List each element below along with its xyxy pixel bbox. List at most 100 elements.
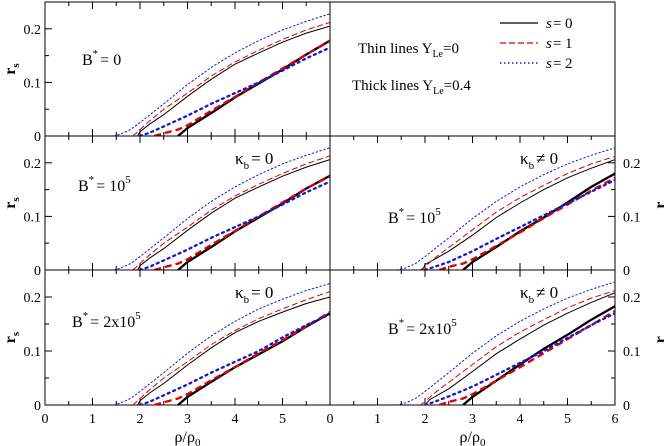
y-tick-label: 0.1	[24, 76, 42, 91]
series-line	[420, 290, 615, 405]
series-line	[177, 174, 330, 270]
x-axis-label: ρ/ρ0	[460, 429, 486, 446]
y-axis-label-base: r	[2, 68, 19, 75]
panel-b: 0 0.1 0.2 rs B* = 105 κb = 0	[2, 135, 331, 279]
field-sup: *	[399, 206, 405, 218]
x-tick-label: 5	[564, 412, 571, 427]
field-rest-sup: 5	[435, 206, 441, 218]
legend-eq: = 1	[553, 36, 573, 52]
x-axis-label-base: ρ/ρ	[460, 429, 480, 446]
y-axis-label-base: r	[652, 202, 664, 209]
field-base: B	[388, 210, 399, 227]
x-tick-label: 3	[184, 412, 191, 427]
series-line	[396, 147, 615, 270]
y-tick-label: 0	[34, 264, 41, 279]
kappa-sub: b	[244, 160, 250, 172]
field-base: B	[78, 178, 89, 195]
x-tick-label: 4	[517, 412, 524, 427]
field-rest: = 10	[96, 178, 125, 195]
kappa-rest: ≠ 0	[536, 149, 558, 168]
series-line	[138, 46, 330, 136]
field-rest: = 10	[406, 210, 435, 227]
note-thin-lines: Thin lines YLe=0	[358, 41, 459, 60]
series-line	[137, 296, 330, 405]
note-thick-sub: Le	[433, 86, 444, 97]
series-line	[137, 25, 330, 136]
field-rest: = 0	[100, 52, 121, 69]
series-line	[153, 175, 330, 270]
y-axis-label-sub: s	[660, 331, 664, 336]
series-line	[438, 310, 615, 405]
field-annotation: B* = 0	[82, 48, 121, 69]
y-axis-label-base: r	[2, 202, 19, 209]
kappa-rest: = 0	[251, 149, 273, 168]
note-thin-suffix: =0	[443, 41, 459, 57]
series-line	[153, 311, 330, 405]
field-rest-sup: 5	[135, 310, 141, 322]
y-tick-label: 0.1	[623, 345, 641, 360]
y-tick-label: 0.2	[623, 291, 641, 306]
legend-label: s= 1	[546, 36, 573, 52]
series-line	[423, 312, 615, 405]
x-tick-label: 2	[422, 412, 429, 427]
kappa-sub: b	[529, 160, 535, 172]
note-thin-prefix: Thin lines Y	[358, 41, 433, 57]
legend-eq: = 2	[553, 56, 573, 72]
field-annotation: B* = 2x105	[388, 317, 457, 338]
y-axis-label-sub: s	[10, 63, 22, 68]
series-line	[420, 155, 615, 270]
y-tick-label: 0.2	[24, 291, 42, 306]
kappa-rest: = 0	[251, 283, 273, 302]
legend-eq: = 0	[553, 16, 573, 32]
x-tick-label: 2	[137, 412, 144, 427]
field-annotation: B* = 105	[78, 174, 131, 195]
series-line	[153, 40, 330, 136]
field-rest-sup: 5	[125, 174, 131, 186]
x-tick-label: 1	[89, 412, 96, 427]
legend-var: s	[546, 56, 552, 72]
kappa-base: κ	[235, 149, 244, 168]
series-line	[113, 283, 330, 405]
series-line	[138, 313, 330, 405]
note-thick-suffix: =0.4	[444, 78, 472, 94]
field-rest-sup: 5	[451, 317, 457, 329]
legend-var: s	[546, 36, 552, 52]
series-line	[424, 292, 615, 405]
note-thin-sub: Le	[432, 49, 443, 60]
kappa-annotation: κb ≠ 0	[520, 283, 558, 306]
series-line	[177, 312, 330, 405]
series-line	[113, 13, 330, 136]
kappa-annotation: κb ≠ 0	[520, 149, 558, 172]
field-sup: *	[93, 48, 99, 60]
y-axis-label: rs	[652, 331, 664, 343]
field-base: B	[388, 321, 399, 338]
series-line	[138, 180, 330, 270]
y-axis-label: rs	[2, 197, 22, 209]
y-tick-label: 0	[623, 399, 630, 414]
kappa-base: κ	[520, 149, 529, 168]
series-line	[132, 155, 330, 270]
y-axis-label-sub: s	[10, 331, 22, 336]
y-axis-label: rs	[2, 63, 22, 75]
y-tick-label: 0.2	[24, 23, 42, 38]
series-line	[423, 178, 615, 270]
y-axis-label-sub: s	[10, 197, 22, 202]
kappa-sub: b	[529, 294, 535, 306]
x-axis-label-base: ρ/ρ	[175, 429, 195, 446]
legend-label: s= 2	[546, 56, 573, 72]
x-tick-label: 0	[327, 412, 334, 427]
y-tick-label: 0	[34, 399, 41, 414]
note-thick-prefix: Thick lines Y	[352, 78, 433, 94]
kappa-rest: ≠ 0	[536, 283, 558, 302]
field-annotation: B* = 105	[388, 206, 441, 227]
y-tick-label: 0	[623, 264, 630, 279]
y-axis-label-sub: s	[660, 197, 664, 202]
field-base: B	[82, 52, 93, 69]
y-tick-label: 0	[34, 130, 41, 145]
series-line	[137, 159, 330, 270]
x-tick-label: 5	[279, 412, 286, 427]
kappa-base: κ	[520, 283, 529, 302]
x-tick-label: 3	[469, 412, 476, 427]
